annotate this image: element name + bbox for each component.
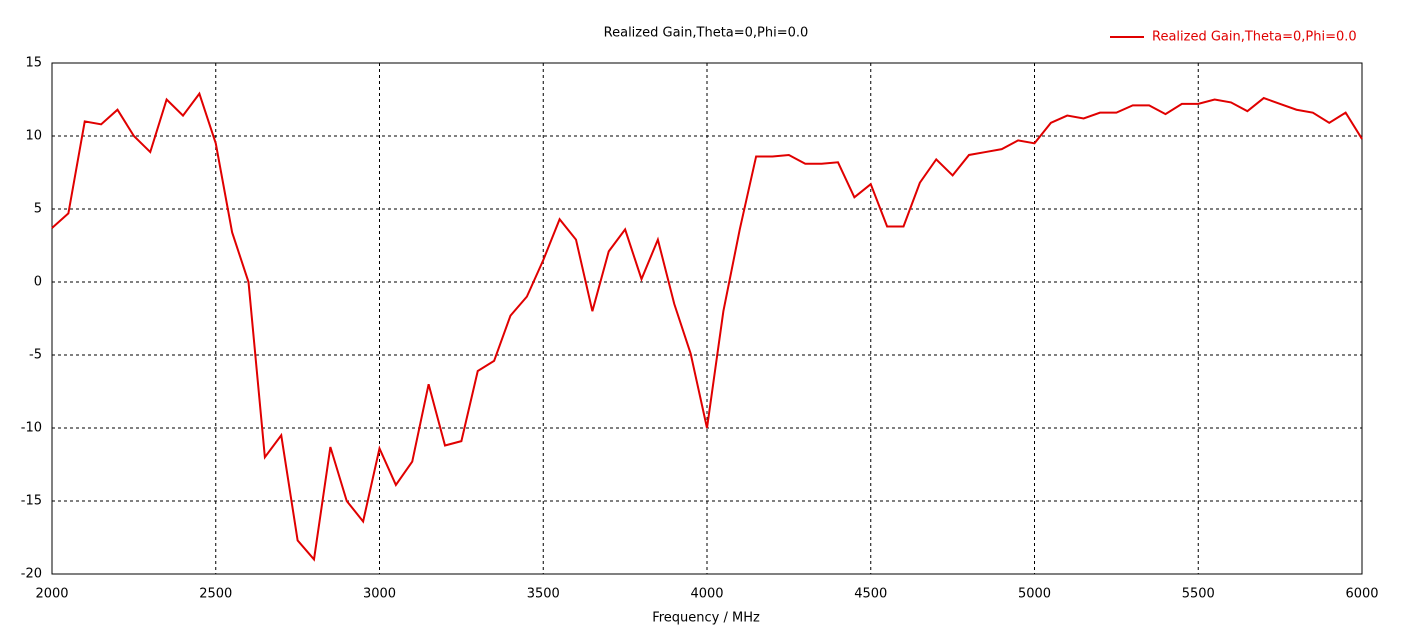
- x-axis-label: Frequency / MHz: [652, 611, 760, 626]
- x-tick-label: 3500: [527, 587, 560, 602]
- legend-label: Realized Gain,Theta=0,Phi=0.0: [1152, 30, 1357, 45]
- y-tick-label: -20: [21, 567, 42, 582]
- x-tick-label: 2000: [35, 587, 68, 602]
- y-tick-label: 0: [34, 275, 42, 290]
- x-tick-label: 3000: [363, 587, 396, 602]
- y-tick-label: 15: [25, 56, 42, 71]
- chart-title: Realized Gain,Theta=0,Phi=0.0: [604, 26, 809, 41]
- x-tick-label: 5000: [1018, 587, 1051, 602]
- x-tick-label: 2500: [199, 587, 232, 602]
- y-tick-label: -10: [21, 421, 42, 436]
- x-tick-label: 4500: [854, 587, 887, 602]
- y-tick-label: -15: [21, 494, 42, 509]
- y-tick-label: -5: [29, 348, 42, 363]
- y-tick-label: 5: [34, 202, 42, 217]
- data-line: [51, 91, 1363, 562]
- plot-frame: [51, 62, 1363, 575]
- x-tick-label: 4000: [690, 587, 723, 602]
- x-tick-label: 6000: [1345, 587, 1378, 602]
- x-tick-label: 5500: [1182, 587, 1215, 602]
- y-tick-label: 10: [25, 129, 42, 144]
